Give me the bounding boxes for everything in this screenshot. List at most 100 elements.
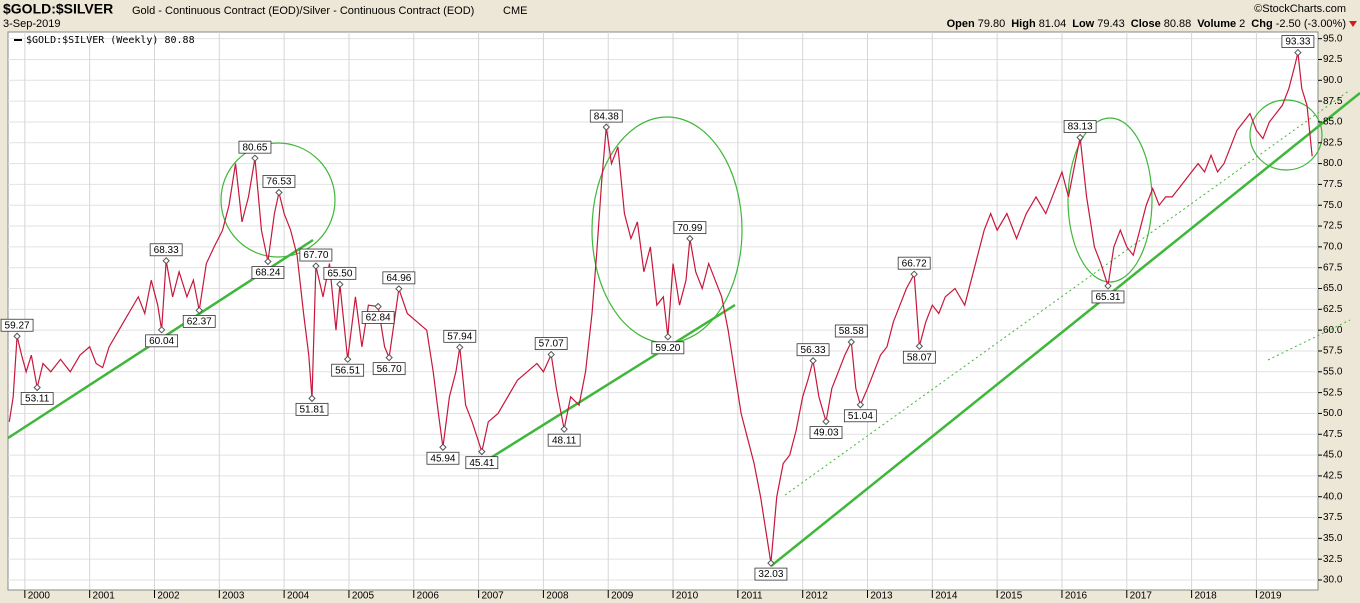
- annotation-label: 59.20: [655, 343, 680, 354]
- symbol: $GOLD:$SILVER: [3, 1, 113, 17]
- annotation-marker: [308, 394, 316, 403]
- trendline-dotted: [784, 89, 1351, 496]
- annotation-marker: [847, 338, 856, 346]
- annotation-box: [0, 318, 34, 332]
- marks: 59.27 53.11 60.04 68.33 62.37 80.65 68.24 76.53…: [0, 35, 1315, 581]
- x-tick-label: 2010: [676, 591, 699, 602]
- quote-label: Low: [1072, 18, 1094, 30]
- annotation-box: [443, 329, 477, 343]
- y-tick-label: 40.0: [1323, 491, 1343, 502]
- legend-entry: $GOLD:$SILVER (Weekly) 80.88: [26, 35, 195, 46]
- quote-label: Volume: [1197, 18, 1236, 30]
- trendline-dotted: [1267, 319, 1351, 361]
- highlight-circle: [1067, 117, 1153, 283]
- quote-value: -2.50 (-3.00%): [1276, 18, 1346, 30]
- x-tick-label: 2009: [611, 591, 634, 602]
- x-tick-label: 2013: [870, 591, 893, 602]
- annotation-box: [20, 392, 54, 405]
- x-tick-label: 2007: [481, 591, 504, 602]
- legend-name: $GOLD:$SILVER (Weekly): [26, 35, 158, 46]
- quote-label: Chg: [1251, 18, 1272, 30]
- x-tick-label: 2019: [1259, 591, 1282, 602]
- description: Gold - Continuous Contract (EOD)/Silver …: [132, 5, 474, 17]
- y-tick-label: 80.0: [1323, 158, 1343, 169]
- y-tick-label: 95.0: [1323, 33, 1343, 44]
- annotation-label: 57.94: [447, 331, 472, 342]
- y-tick-label: 42.5: [1323, 471, 1343, 482]
- y-tick-label: 90.0: [1323, 75, 1343, 86]
- annotation-box: [323, 266, 357, 280]
- annotation-box: [331, 363, 365, 377]
- annotation-marker: [275, 188, 283, 197]
- quote-value: 80.88: [1164, 18, 1192, 30]
- y-tick-label: 60.0: [1323, 325, 1343, 336]
- annotation-label: 32.03: [758, 569, 783, 580]
- annotation-box: [145, 334, 179, 348]
- y-tick-label: 92.5: [1323, 54, 1343, 65]
- annotation-box: [251, 266, 285, 279]
- quote-value: 2: [1239, 18, 1245, 30]
- annotation-label: 65.31: [1095, 292, 1120, 303]
- x-tick-label: 2001: [93, 591, 116, 602]
- annotation-marker: [478, 447, 486, 456]
- annotation-marker: [343, 355, 352, 363]
- annotation-box: [809, 426, 843, 439]
- annotation-label: 67.70: [303, 250, 328, 261]
- annotation-box: [182, 315, 216, 328]
- annotation-label: 56.70: [377, 364, 402, 375]
- annotation-marker: [822, 417, 830, 426]
- y-tick-label: 35.0: [1323, 533, 1343, 544]
- annotation-marker: [856, 401, 865, 409]
- quote: Open 79.80 High 81.04 Low 79.43 Close 80.88 Volu…: [947, 18, 1346, 30]
- annotation-marker: [456, 343, 464, 352]
- y-tick-label: 62.5: [1323, 304, 1343, 315]
- annotation-label: 68.24: [255, 268, 280, 279]
- annotation-label: 66.72: [902, 258, 927, 269]
- annotation-box: [361, 311, 395, 324]
- annotation-label: 49.03: [814, 428, 839, 439]
- annotation-label: 59.27: [5, 320, 30, 331]
- x-tick-label: 2011: [741, 591, 763, 602]
- series-line: [8, 52, 1313, 564]
- annotation-label: 58.07: [907, 352, 932, 363]
- annotation-box: [299, 248, 333, 262]
- annotation-marker: [664, 333, 672, 341]
- annotation-label: 84.38: [594, 111, 619, 122]
- annotation-marker: [560, 425, 568, 433]
- trendline: [770, 92, 1360, 567]
- x-tick-label: 2012: [806, 591, 829, 602]
- down-arrow: [1349, 21, 1357, 27]
- y-tick-label: 72.5: [1323, 221, 1343, 232]
- x-tick-label: 2017: [1130, 591, 1153, 602]
- y-tick-label: 87.5: [1323, 96, 1343, 107]
- x-tick-label: 2008: [546, 591, 569, 602]
- annotation-label: 65.50: [327, 268, 352, 279]
- y-tick-label: 67.5: [1323, 262, 1343, 273]
- annotation-marker: [336, 280, 344, 289]
- annotation-label: 83.13: [1068, 122, 1093, 133]
- y-tick-label: 55.0: [1323, 366, 1343, 377]
- annotation-box: [382, 271, 416, 285]
- annotation-label: 56.33: [801, 345, 826, 356]
- annotation-box: [754, 567, 788, 581]
- annotation-marker: [13, 332, 21, 340]
- annotation-box: [534, 337, 568, 350]
- trendline: [483, 303, 736, 464]
- y-tick-label: 82.5: [1323, 137, 1343, 148]
- annotation-box: [426, 451, 460, 465]
- annotation-box: [651, 341, 685, 355]
- annotation-marker: [1294, 48, 1302, 57]
- annotation-box: [262, 175, 296, 188]
- x-tick-label: 2004: [287, 591, 310, 602]
- x-tick-label: 2014: [935, 591, 958, 602]
- annotation-label: 58.58: [839, 326, 864, 337]
- x-tick-label: 2016: [1065, 591, 1088, 602]
- annotation-box: [1063, 120, 1097, 133]
- x-tick-label: 2003: [222, 591, 245, 602]
- annotation-label: 64.96: [386, 273, 411, 284]
- annotation-marker: [686, 234, 694, 243]
- annotation-label: 62.37: [187, 317, 212, 328]
- annotation-box: [547, 433, 581, 447]
- annotation-label: 80.65: [242, 142, 267, 153]
